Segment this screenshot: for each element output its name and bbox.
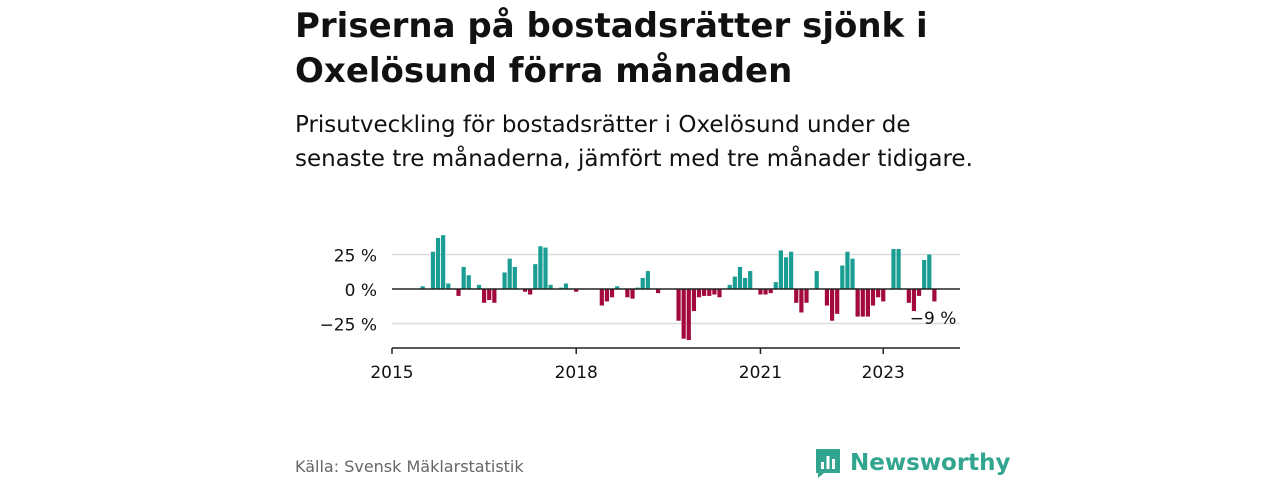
bar bbox=[446, 283, 451, 289]
bar bbox=[911, 289, 917, 312]
bar bbox=[487, 289, 492, 301]
bar bbox=[645, 271, 650, 289]
bar bbox=[543, 247, 548, 289]
bar bbox=[707, 289, 712, 296]
bar bbox=[922, 260, 927, 289]
brand-name: Newsworthy bbox=[850, 450, 1011, 476]
bar bbox=[630, 289, 635, 299]
bar bbox=[896, 248, 901, 289]
bar bbox=[609, 289, 615, 298]
bar bbox=[737, 266, 743, 289]
bar bbox=[435, 237, 441, 289]
bar bbox=[881, 289, 886, 302]
bar bbox=[876, 289, 881, 298]
bar bbox=[676, 289, 681, 321]
bar bbox=[492, 289, 497, 303]
bar bbox=[604, 289, 610, 302]
bar bbox=[507, 258, 512, 289]
bar bbox=[794, 289, 799, 303]
bar bbox=[789, 251, 794, 289]
x-tick-label: 2018 bbox=[555, 363, 598, 383]
bar bbox=[615, 286, 620, 289]
bar bbox=[932, 289, 937, 302]
x-tick-label: 2023 bbox=[862, 363, 905, 383]
bar bbox=[599, 289, 604, 306]
x-tick-label: 2015 bbox=[370, 363, 413, 383]
bar bbox=[855, 289, 860, 317]
bar bbox=[865, 289, 870, 317]
bar bbox=[681, 289, 686, 339]
bar bbox=[476, 284, 482, 289]
bar bbox=[850, 258, 855, 289]
bar bbox=[829, 289, 835, 321]
bar bbox=[748, 271, 753, 289]
page-title: Priserna på bostadsrätter sjönk i Oxelös… bbox=[295, 6, 928, 91]
bar bbox=[742, 277, 748, 289]
last-value-label: −9 % bbox=[910, 309, 957, 329]
bar bbox=[717, 289, 722, 298]
bar bbox=[870, 289, 876, 306]
source-note: Källa: Svensk Mäklarstatistik bbox=[295, 457, 524, 476]
bar bbox=[799, 289, 804, 313]
bar bbox=[860, 289, 865, 317]
bar bbox=[441, 235, 446, 289]
bar bbox=[538, 246, 543, 289]
bar bbox=[686, 289, 691, 341]
bar bbox=[574, 289, 579, 292]
bar bbox=[522, 289, 528, 292]
bar bbox=[768, 289, 773, 294]
bar bbox=[461, 266, 466, 289]
y-tick-label: 25 % bbox=[334, 247, 377, 267]
bar bbox=[456, 289, 461, 296]
bar bbox=[727, 284, 732, 289]
bar bbox=[702, 289, 707, 296]
bar bbox=[625, 289, 630, 298]
bar bbox=[696, 289, 702, 298]
bar bbox=[466, 275, 471, 289]
bar bbox=[512, 266, 517, 289]
bar bbox=[927, 254, 932, 289]
chart-container: Priserna på bostadsrätter sjönk i Oxelös… bbox=[295, 0, 1011, 480]
bar bbox=[691, 289, 697, 312]
bar bbox=[783, 257, 789, 289]
bar bbox=[773, 282, 778, 289]
bar-chart: 25 % 0 % −25 % 2015 2018 2021 2023 −9 % bbox=[320, 235, 960, 383]
bar bbox=[906, 289, 911, 303]
bar bbox=[763, 289, 768, 295]
chart-subtitle: Prisutveckling för bostadsrätter i Oxelö… bbox=[295, 112, 973, 172]
bar bbox=[840, 265, 845, 289]
bar bbox=[420, 286, 425, 289]
bar bbox=[563, 283, 569, 289]
bar bbox=[732, 276, 737, 289]
bar bbox=[528, 289, 533, 295]
bar bbox=[430, 251, 436, 289]
bar bbox=[640, 277, 645, 289]
bar bbox=[655, 289, 661, 294]
y-tick-label: −25 % bbox=[320, 316, 377, 336]
bar bbox=[712, 289, 717, 295]
bar bbox=[482, 289, 487, 303]
bar bbox=[758, 289, 763, 295]
bar bbox=[835, 289, 840, 314]
newsworthy-chart-bubble-icon bbox=[816, 449, 840, 478]
bar bbox=[533, 264, 538, 289]
bar bbox=[502, 272, 507, 289]
bar bbox=[548, 284, 553, 289]
bar bbox=[916, 289, 922, 296]
bar bbox=[804, 289, 809, 303]
y-tick-label: 0 % bbox=[345, 281, 377, 301]
bar bbox=[778, 250, 783, 289]
brand-logo: Newsworthy bbox=[814, 447, 1011, 479]
bar bbox=[814, 271, 819, 289]
bar bbox=[824, 289, 830, 306]
bar bbox=[891, 248, 896, 289]
x-tick-label: 2021 bbox=[739, 363, 782, 383]
bar bbox=[845, 251, 850, 289]
